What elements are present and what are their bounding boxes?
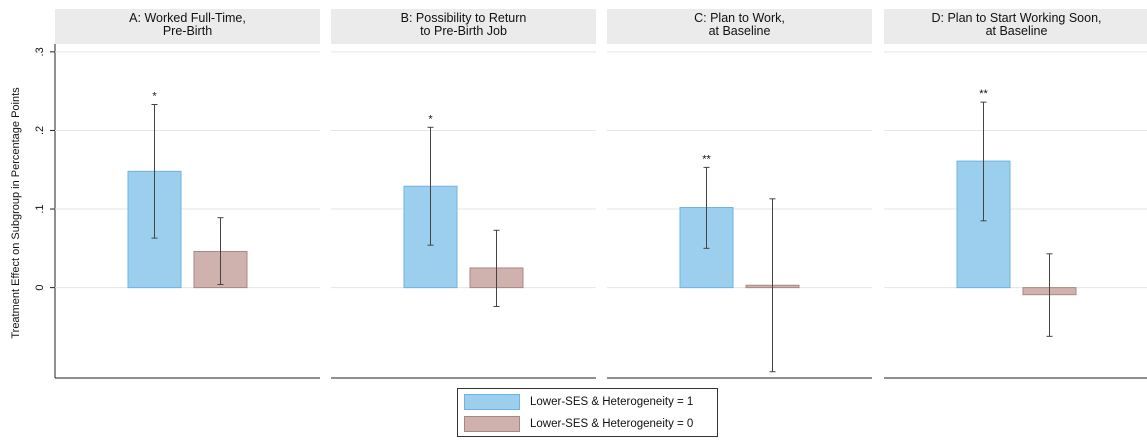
panel-title-line: at Baseline [709,24,771,38]
panel-header [884,9,1147,44]
panel-header [55,9,320,44]
legend: Lower-SES & Heterogeneity = 1 Lower-SES … [457,388,718,437]
panel-title-line: at Baseline [986,24,1048,38]
legend-swatch-series-0 [464,416,520,432]
panel-title-line: to Pre-Birth Job [420,24,507,38]
panel-header [331,9,596,44]
panel-c: C: Plan to Work,at Baseline ** [607,9,872,379]
panel-header [607,9,872,44]
panel-title-line: A: Worked Full-Time, [129,11,246,25]
panel-title-line: Pre-Birth [163,24,212,38]
y-tick-label: .3 [34,47,46,56]
legend-item-series-0: Lower-SES & Heterogeneity = 0 [464,415,693,433]
legend-item-series-1: Lower-SES & Heterogeneity = 1 [464,393,693,411]
panel-d: D: Plan to Start Working Soon,at Baselin… [884,9,1147,379]
legend-label-series-1: Lower-SES & Heterogeneity = 1 [530,396,694,408]
y-tick-label: .1 [34,204,46,213]
panel-title-line: B: Possibility to Return [401,11,527,25]
significance-stars: * [428,113,433,125]
y-tick-label: .2 [34,126,46,135]
panel-title-line: D: Plan to Start Working Soon, [932,11,1102,25]
panel-title-line: C: Plan to Work, [694,11,785,25]
y-axis-label: Treatment Effect on Subgroup in Percenta… [10,87,22,339]
legend-label-series-0: Lower-SES & Heterogeneity = 0 [530,418,694,430]
significance-stars: ** [702,153,711,165]
legend-swatch-series-1 [464,394,520,410]
significance-stars: ** [979,88,988,100]
panel-a: A: Worked Full-Time,Pre-Birth * [55,9,320,379]
significance-stars: * [152,91,157,103]
y-tick-label: 0 [34,285,46,291]
